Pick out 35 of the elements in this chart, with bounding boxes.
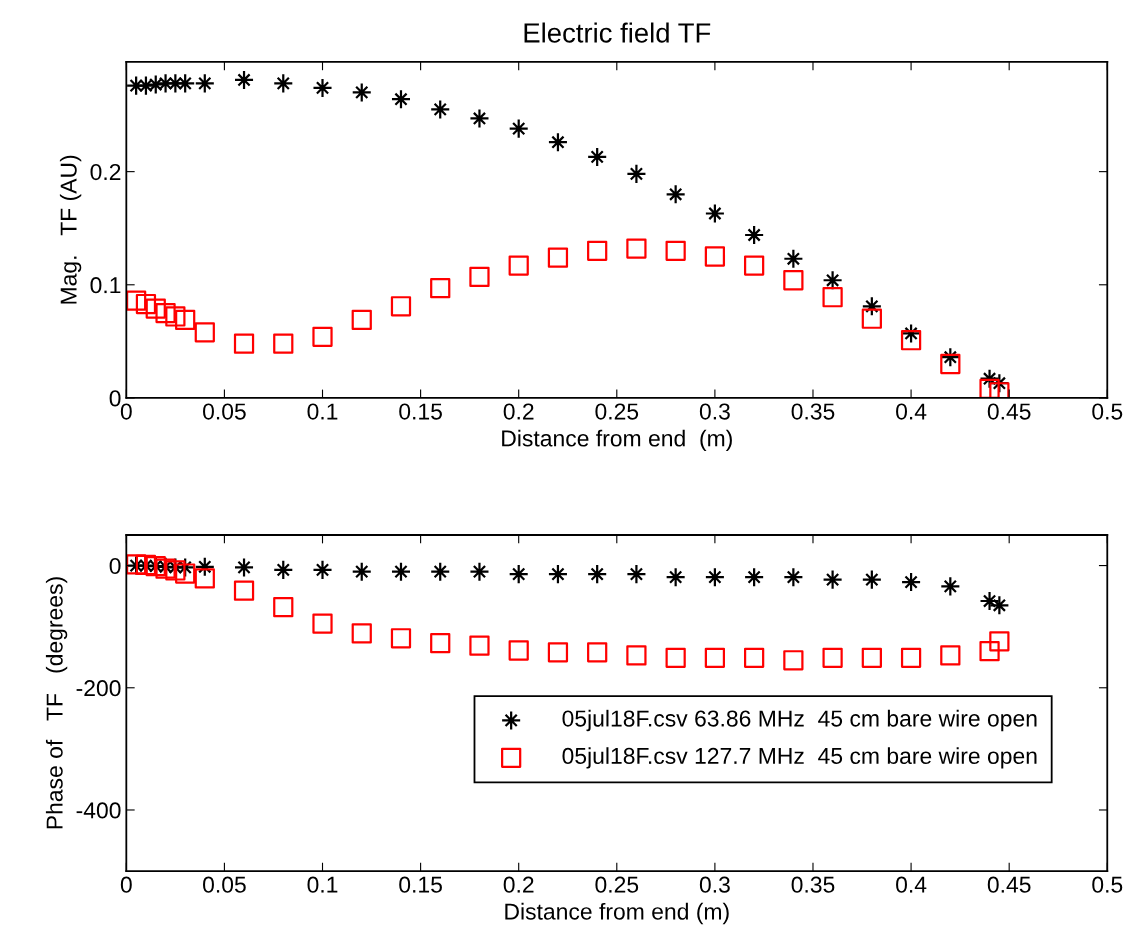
x-tick-label: 0.15 [399, 403, 442, 420]
x-tick-label: 0.5 [1092, 403, 1123, 420]
x-tick-label: 0.05 [203, 403, 246, 420]
y-tick-label: -200 [76, 680, 121, 697]
x-tick-label: 0.05 [203, 876, 246, 893]
x-tick-label: 0.15 [399, 876, 442, 893]
x-tick-label: 0.2 [503, 403, 534, 420]
x-tick-label: 0.45 [987, 876, 1031, 893]
x-tick-label: 0.35 [791, 876, 835, 893]
x-tick-label: 0.4 [896, 876, 927, 893]
y-tick-label: 0.2 [90, 163, 121, 181]
x-tick-label: 0.35 [791, 403, 835, 420]
y-axis-title: Mag. TF (AU) [59, 155, 82, 304]
y-tick-label: -400 [76, 802, 121, 819]
x-tick-label: 0.3 [699, 403, 730, 420]
x-tick-label: 0.45 [987, 403, 1031, 420]
x-tick-label: 0.1 [307, 876, 338, 893]
x-tick-label: 0.25 [595, 876, 639, 893]
chart-title: Electric field TF [524, 22, 711, 43]
legend-label: 05jul18F.csv 63.86 MHz 45 cm bare wire open [562, 709, 1037, 732]
x-tick-label: 0.2 [503, 876, 534, 893]
x-axis-title: Distance from end (m) [502, 429, 732, 452]
x-tick-label: 0.4 [896, 403, 927, 420]
y-tick-label: 0.1 [90, 277, 121, 294]
x-tick-label: 0 [120, 876, 132, 893]
x-tick-label: 0.5 [1092, 876, 1123, 893]
x-tick-label: 0.3 [699, 876, 730, 893]
x-tick-label: 0 [120, 403, 132, 420]
y-tick-label: 0 [109, 390, 121, 407]
y-tick-label: 0 [109, 557, 121, 575]
x-axis-title: Distance from end (m) [505, 902, 729, 925]
y-axis-title: Phase of TF (degrees) [45, 577, 68, 829]
legend-label: 05jul18F.csv 127.7 MHz 45 cm bare wire open [562, 747, 1037, 769]
x-tick-label: 0.25 [595, 403, 639, 420]
x-tick-label: 0.1 [307, 403, 338, 420]
